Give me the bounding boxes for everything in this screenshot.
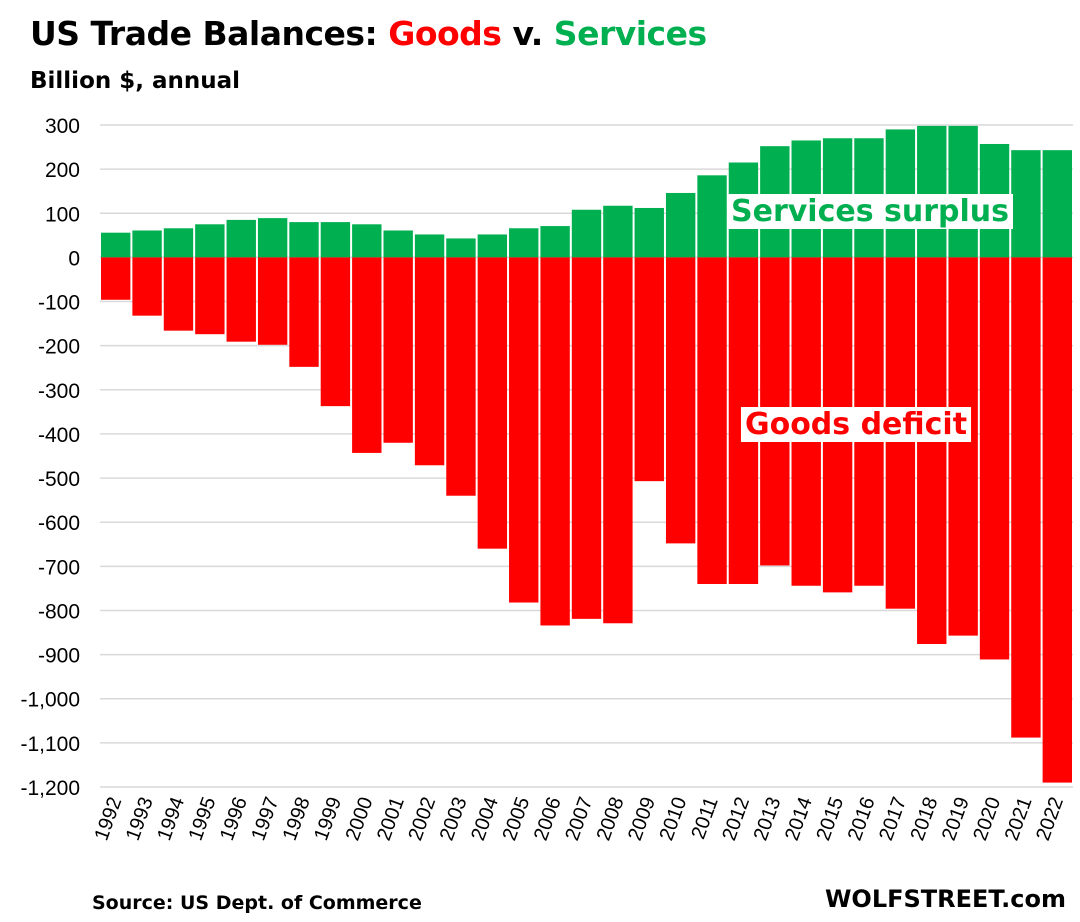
y-tick-label: -200 bbox=[38, 336, 80, 359]
goods-bar bbox=[257, 257, 288, 345]
goods-bar bbox=[320, 257, 351, 407]
goods-bar bbox=[603, 257, 633, 624]
title-services: Services bbox=[553, 14, 707, 53]
y-tick-label: -100 bbox=[38, 292, 80, 315]
brand-label: WOLFSTREET.com bbox=[824, 885, 1066, 913]
goods-bar bbox=[979, 257, 1010, 660]
services-bar bbox=[132, 230, 162, 258]
goods-bar bbox=[383, 257, 413, 443]
y-tick-label: 0 bbox=[68, 247, 80, 270]
services-surplus-label-background bbox=[727, 194, 1013, 229]
title-goods: Goods bbox=[388, 14, 502, 53]
goods-bar bbox=[509, 257, 539, 603]
y-tick-label: -300 bbox=[38, 380, 80, 403]
services-bar bbox=[917, 125, 947, 258]
services-bar bbox=[509, 228, 539, 258]
services-bar bbox=[163, 228, 194, 258]
services-bar bbox=[257, 218, 288, 258]
goods-deficit-label: Goods deficit bbox=[745, 407, 967, 442]
y-tick-label: -1,100 bbox=[20, 733, 80, 756]
chart-subtitle: Billion $, annual bbox=[30, 68, 241, 94]
goods-bar bbox=[665, 257, 696, 544]
services-bar bbox=[634, 207, 664, 258]
services-bar bbox=[414, 234, 445, 258]
y-tick-label: -700 bbox=[38, 556, 80, 579]
services-bar bbox=[697, 175, 727, 258]
goods-bar bbox=[132, 257, 162, 316]
goods-bar bbox=[697, 257, 727, 584]
title-prefix: US Trade Balances: bbox=[30, 14, 389, 53]
goods-bar bbox=[446, 257, 476, 496]
goods-bar bbox=[226, 257, 256, 342]
goods-bar bbox=[101, 257, 131, 300]
services-bar bbox=[885, 129, 916, 258]
services-bar bbox=[477, 234, 508, 258]
y-tick-label: 100 bbox=[45, 203, 80, 226]
goods-bar bbox=[352, 257, 382, 453]
goods-bar bbox=[289, 257, 319, 367]
x-tick-label: 2022 bbox=[1032, 794, 1068, 843]
services-bar bbox=[603, 205, 633, 258]
y-tick-label: 200 bbox=[45, 159, 80, 182]
goods-bar bbox=[163, 257, 194, 331]
services-surplus-label: Services surplus bbox=[731, 194, 1009, 229]
y-tick-label: 300 bbox=[45, 115, 80, 138]
y-tick-label: -600 bbox=[38, 512, 80, 535]
y-tick-label: -900 bbox=[38, 645, 80, 668]
x-tick-label: 2010 bbox=[655, 794, 691, 843]
goods-bar bbox=[634, 257, 664, 482]
goods-bar bbox=[917, 257, 947, 645]
services-bar bbox=[1042, 150, 1072, 258]
services-bar bbox=[320, 222, 351, 258]
goods-bar bbox=[195, 257, 225, 335]
source-note: Source: US Dept. of Commerce bbox=[92, 892, 422, 914]
goods-bar bbox=[948, 257, 978, 636]
goods-bar bbox=[540, 257, 570, 626]
services-bar bbox=[383, 230, 413, 258]
services-bar bbox=[101, 232, 131, 258]
goods-bar bbox=[477, 257, 508, 549]
goods-bar bbox=[1042, 257, 1072, 783]
services-bar bbox=[289, 222, 319, 258]
title-middle: v. bbox=[501, 14, 554, 53]
goods-deficit-label-background bbox=[740, 407, 972, 442]
goods-bar bbox=[571, 257, 602, 619]
services-bar bbox=[540, 226, 570, 258]
y-tick-label: -800 bbox=[38, 600, 80, 623]
goods-bar bbox=[1011, 257, 1041, 738]
y-tick-label: -400 bbox=[38, 424, 80, 447]
services-bar bbox=[571, 209, 602, 258]
x-tick-label: 2011 bbox=[687, 794, 722, 842]
goods-bar bbox=[414, 257, 445, 466]
y-tick-label: -1,200 bbox=[20, 777, 80, 800]
services-bar bbox=[948, 125, 978, 258]
chart-title: US Trade Balances: Goods v. Services bbox=[30, 14, 707, 53]
services-bar bbox=[446, 238, 476, 258]
services-bar bbox=[1011, 150, 1041, 258]
services-bar bbox=[195, 224, 225, 258]
y-tick-label: -500 bbox=[38, 468, 80, 491]
services-bar bbox=[352, 224, 382, 258]
services-bar bbox=[226, 219, 256, 258]
services-bar bbox=[665, 192, 696, 258]
y-tick-label: -1,000 bbox=[20, 689, 80, 712]
